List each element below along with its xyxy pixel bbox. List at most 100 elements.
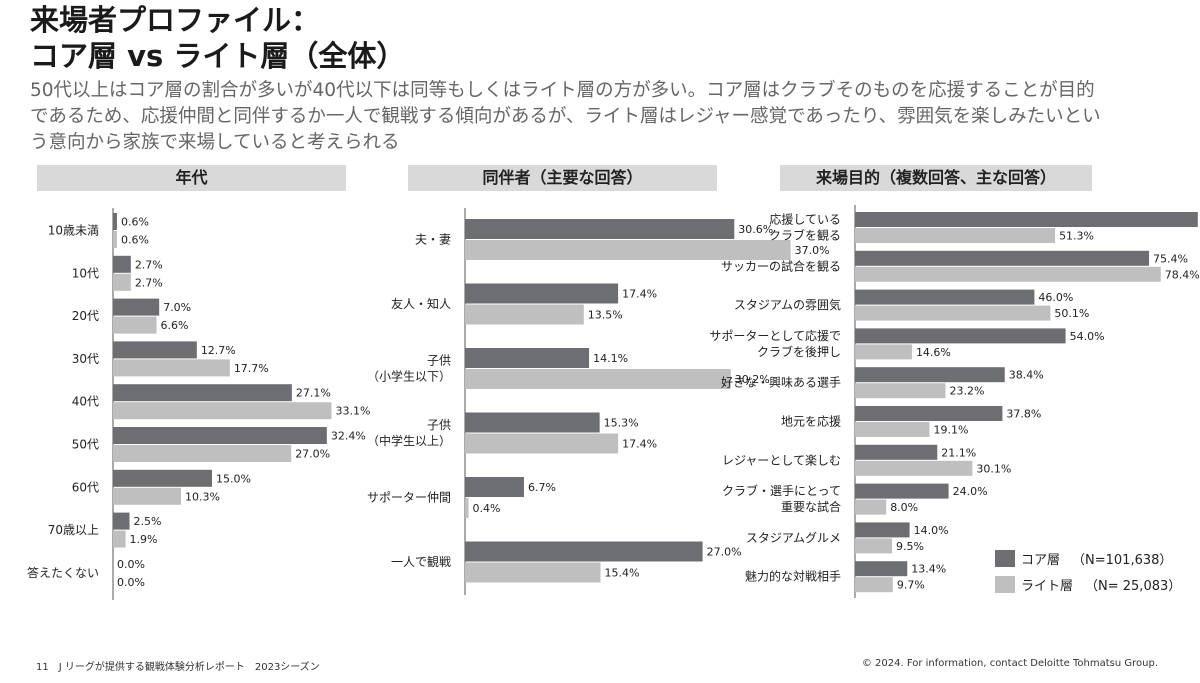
data-label: 17.4% bbox=[622, 288, 657, 301]
data-label: 0.6% bbox=[121, 234, 149, 247]
category-label: 30代 bbox=[72, 352, 99, 366]
category-label: サポーター仲間 bbox=[367, 491, 451, 505]
category-label: クラブ・選手にとって重要な試合 bbox=[722, 483, 841, 514]
bar-core bbox=[465, 348, 590, 368]
page-title-line2: コア層 vs ライト層（全体） bbox=[30, 39, 406, 73]
data-label: 12.7% bbox=[201, 344, 236, 357]
legend: コア層 （N=101,638） ライト層 （N= 25,083） bbox=[995, 545, 1181, 597]
data-label: 14.6% bbox=[916, 346, 951, 359]
data-label: 30.6% bbox=[738, 223, 773, 236]
category-label: 子供（小学生以下） bbox=[367, 354, 451, 384]
data-label: 15.4% bbox=[605, 567, 640, 580]
data-label: 6.7% bbox=[528, 481, 556, 494]
footer-page-info: 11 J リーグが提供する観戦体験分析レポート 2023シーズン bbox=[36, 662, 320, 673]
data-label: 78.4% bbox=[1165, 268, 1200, 281]
category-label: 50代 bbox=[72, 438, 99, 452]
bar-core bbox=[855, 250, 1150, 266]
purpose-bar-chart: 応援しているクラブを観る87.9%51.3%サッカーの試合を観る75.4%78.… bbox=[709, 205, 1200, 598]
page-title-line1: 来場者プロファイル： bbox=[30, 3, 321, 37]
data-label: 7.0% bbox=[163, 301, 191, 314]
subtitle-line: であるため、応援仲間と同伴するか一人で観戦する傾向があるが、ライト層はレジャー感… bbox=[30, 106, 1101, 127]
data-label: 27.0% bbox=[707, 546, 742, 559]
subtitle-line: う意向から家族で来場していると考えられる bbox=[30, 132, 400, 153]
bar-core bbox=[465, 219, 735, 239]
category-label: 魅力的な対戦相手 bbox=[745, 569, 841, 584]
data-label: 37.8% bbox=[1006, 408, 1041, 421]
data-label: 46.0% bbox=[1038, 291, 1073, 304]
bar-light bbox=[465, 304, 584, 325]
category-label: レジャーとして楽しむ bbox=[722, 453, 841, 467]
data-label: 38.4% bbox=[1009, 369, 1044, 382]
age-bar-chart: 10歳未満 0.6% 0.6% 10代 2.7% 2.7% 20代 7.0% 6.6% 30代 12… bbox=[27, 208, 370, 600]
bar-core bbox=[113, 384, 292, 402]
data-label: 6.6% bbox=[161, 319, 189, 332]
page-title: 来場者プロファイル： コア層 vs ライト層（全体） bbox=[30, 2, 405, 74]
category-label: 40代 bbox=[72, 395, 99, 409]
bar-core bbox=[113, 427, 327, 444]
data-label: 0.0% bbox=[117, 558, 145, 571]
age-panel-header: 年代 bbox=[37, 165, 346, 191]
category-label: 一人で観戦 bbox=[391, 555, 451, 569]
bar-core bbox=[855, 561, 908, 577]
legend-swatch-core bbox=[995, 549, 1015, 567]
page-subtitle: 50代以上はコア層の割合が多いが40代以下は同等もしくはライト層の方が多い。コア… bbox=[30, 78, 1180, 156]
bar-light bbox=[113, 359, 230, 377]
data-label: 30.1% bbox=[976, 462, 1011, 475]
data-label: 14.0% bbox=[914, 524, 949, 537]
data-label: 50.1% bbox=[1054, 307, 1089, 320]
data-label: 0.6% bbox=[121, 216, 149, 229]
companion-panel-header: 同伴者（主要な回答） bbox=[408, 165, 717, 191]
category-label: 好きな・興味ある選手 bbox=[721, 376, 841, 390]
category-label: 60代 bbox=[72, 480, 99, 494]
legend-item-core: コア層 （N=101,638） bbox=[995, 545, 1181, 571]
bar-core bbox=[465, 477, 524, 497]
data-label: 23.2% bbox=[949, 385, 984, 398]
data-label: 13.4% bbox=[911, 563, 946, 576]
data-label: 27.1% bbox=[296, 387, 331, 400]
bar-core bbox=[855, 289, 1035, 305]
category-label: サポーターとして応援でクラブを後押し bbox=[709, 329, 841, 359]
bar-core bbox=[855, 483, 949, 499]
bar-core bbox=[465, 541, 703, 562]
bar-core bbox=[113, 255, 131, 273]
bar-core bbox=[855, 522, 910, 538]
bar-core bbox=[113, 341, 197, 359]
bar-light bbox=[855, 344, 912, 360]
data-label: 37.0% bbox=[795, 244, 830, 257]
data-label: 15.3% bbox=[604, 417, 639, 430]
bar-core bbox=[465, 283, 619, 304]
data-label: 8.0% bbox=[890, 501, 918, 514]
bar-light bbox=[113, 273, 131, 291]
data-label: 2.7% bbox=[135, 276, 163, 289]
legend-label-core: コア層 bbox=[1021, 552, 1061, 568]
purpose-panel-header: 来場目的（複数回答、主な回答） bbox=[780, 165, 1092, 191]
category-label: 20代 bbox=[72, 309, 99, 323]
data-label: 21.1% bbox=[941, 446, 976, 459]
category-label: 地元を応援 bbox=[781, 415, 841, 429]
legend-swatch-light bbox=[995, 575, 1015, 593]
bar-light bbox=[855, 305, 1051, 321]
legend-item-light: ライト層 （N= 25,083） bbox=[995, 571, 1181, 597]
bar-light bbox=[113, 402, 332, 420]
bar-light bbox=[113, 445, 292, 462]
category-label: スタジアムの雰囲気 bbox=[734, 297, 841, 312]
data-label: 75.4% bbox=[1153, 252, 1188, 265]
data-label: 0.4% bbox=[473, 502, 501, 515]
bar-light bbox=[113, 231, 117, 248]
bar-light bbox=[113, 316, 157, 334]
data-label: 1.9% bbox=[130, 533, 158, 546]
bar-core bbox=[113, 298, 160, 316]
bar-core bbox=[855, 212, 1198, 227]
data-label: 9.7% bbox=[897, 579, 925, 592]
category-label: 70歳以上 bbox=[48, 523, 99, 537]
bar-light bbox=[855, 422, 930, 437]
bar-core bbox=[113, 469, 212, 487]
data-label: 24.0% bbox=[953, 485, 988, 498]
bar-light bbox=[855, 538, 893, 554]
data-label: 9.5% bbox=[896, 540, 924, 553]
legend-label-light: ライト層 bbox=[1021, 578, 1074, 594]
data-label: 17.4% bbox=[622, 438, 657, 451]
bar-light bbox=[113, 530, 126, 548]
bar-light bbox=[855, 499, 887, 515]
bar-light bbox=[113, 487, 181, 505]
